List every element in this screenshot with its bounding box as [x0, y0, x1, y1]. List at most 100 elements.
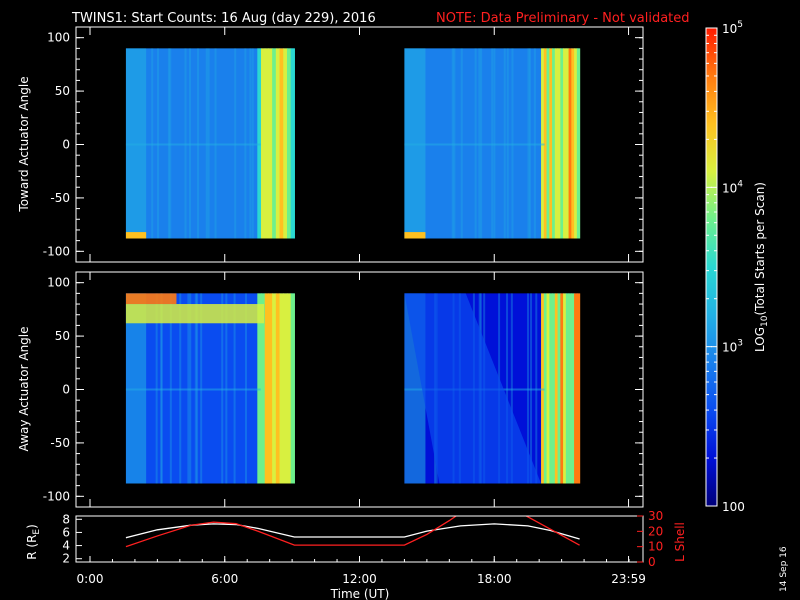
colorbar-tick-label: 103 [722, 339, 743, 355]
heatmap-streak [187, 293, 190, 484]
orbit-frame [75, 515, 644, 563]
heatmap-streak [160, 293, 163, 484]
heatmap-streak [530, 293, 533, 484]
heatmap-hot-column [546, 48, 550, 239]
heatmap-hot-column [571, 48, 575, 239]
y-tick-label: 50 [55, 84, 70, 98]
heatmap-hot-column [275, 293, 281, 484]
heatmap-hot-column [257, 293, 262, 484]
heatmap-hot-column [549, 293, 553, 484]
heatmap-streak [169, 293, 172, 484]
heatmap-hot-column [264, 293, 270, 484]
orbit-radius-line [125, 523, 580, 540]
heatmap-streak [151, 48, 154, 239]
heatmap-streak [194, 293, 197, 484]
y-tick-label: 100 [47, 276, 70, 290]
heatmap-hot-column [563, 48, 567, 239]
colorbar-gradient [705, 27, 718, 507]
time-tick-label: 12:00 [342, 572, 377, 586]
colorbar: 105 104 103 100 LOG10(Total Starts per Scan… [705, 20, 770, 514]
heatmap-hot-column [543, 293, 548, 484]
heatmap-hot-column [286, 48, 292, 239]
heatmap-streak [528, 48, 531, 239]
figure-title: TWINS1: Start Counts: 16 Aug (day 229), … [71, 11, 376, 26]
time-axis-label: Time (UT) [330, 587, 390, 600]
heatmap-hot-column [552, 48, 556, 239]
colorbar-label: LOG10(Total Starts per Scan) [753, 182, 770, 352]
orbit-right-ylabel: L Shell [673, 522, 687, 562]
heatmap-streak [474, 48, 477, 239]
heatmap-streak [205, 48, 208, 239]
heatmap-streak [453, 48, 456, 239]
heatmap-streak [251, 48, 254, 239]
heatmap-hot-column [290, 293, 295, 484]
heatmap-dawn-edge [404, 48, 426, 239]
away-ylabel: Away Actuator Angle [17, 326, 31, 451]
heatmap-streak [200, 293, 203, 484]
heatmap-streak [184, 48, 187, 239]
l-shell-line [125, 516, 580, 548]
preliminary-note: NOTE: Data Preliminary - Not validated [436, 11, 690, 26]
heatmap-streak [460, 48, 463, 239]
orbit-left-tick-label: 6 [62, 525, 70, 539]
heatmap-hot-column [576, 293, 581, 484]
heatmap-hot-column [290, 48, 295, 239]
heatmap-hot-column [546, 293, 550, 484]
heatmap-streak [503, 48, 506, 239]
heatmap-streak [511, 48, 514, 239]
orbit-left-tick-label: 4 [62, 539, 70, 553]
heatmap-hot-column [554, 293, 559, 484]
heatmap-hot-column [568, 293, 572, 484]
toward-ylabel: Toward Actuator Angle [17, 76, 31, 212]
heatmap-hot-column [557, 293, 561, 484]
heatmap-hot-column [275, 48, 281, 239]
heatmap-hot-column [541, 48, 545, 239]
heatmap-streak [169, 48, 172, 239]
heatmap-streak [451, 48, 454, 239]
heatmap-streak [249, 48, 252, 239]
heatmap-hot-column [268, 48, 273, 239]
heatmap-hot-column [268, 293, 273, 484]
y-tick-label: -50 [50, 191, 70, 205]
heatmap-streak [214, 48, 217, 239]
y-tick-label: 0 [62, 383, 70, 397]
heatmap-hot-column [576, 48, 581, 239]
heatmap-hot-column [261, 293, 266, 484]
heatmap-hot-column [272, 48, 277, 239]
orbit-left-tick-label: 2 [62, 552, 70, 566]
heatmap-top-band [125, 304, 265, 324]
heatmap-bottom-strip [125, 232, 147, 239]
orbit-right-tick-label: 30 [648, 509, 663, 523]
heatmap-hot-column [543, 48, 548, 239]
away-panel: Away Actuator Angle 100 50 0 -50 -100 [17, 271, 644, 508]
heatmap-hot-column [272, 293, 277, 484]
y-tick-label: -100 [43, 244, 70, 258]
footer-date: 14 Sep 16 [779, 546, 789, 592]
orbit-right-tick-label: 20 [648, 524, 663, 538]
heatmap-streak [233, 293, 236, 484]
heatmap-top-band-core [125, 293, 177, 305]
heatmap-dawn-edge [125, 48, 147, 239]
heatmap-streak [179, 293, 182, 484]
heatmap-streak [189, 293, 192, 484]
heatmap-hot-column [560, 293, 564, 484]
colorbar-tick-label: 105 [722, 20, 743, 36]
heatmap-streak [510, 293, 513, 484]
heatmap-hot-column [283, 293, 288, 484]
heatmap-hot-column [264, 48, 270, 239]
colorbar-tick-label: 104 [722, 179, 743, 195]
heatmap-streak [244, 48, 247, 239]
heatmap-hot-column [574, 293, 578, 484]
heatmap-streak [160, 293, 163, 484]
heatmap-streak [478, 48, 481, 239]
heatmap-streak [234, 48, 237, 239]
heatmap-hot-column [257, 48, 262, 239]
y-tick-label: 0 [62, 138, 70, 152]
time-tick-label: 0:00 [77, 572, 104, 586]
time-tick-label: 6:00 [211, 572, 238, 586]
heatmap-hot-column [571, 293, 575, 484]
heatmap-streak [506, 293, 509, 484]
heatmap-hot-column [286, 293, 292, 484]
heatmap-hot-column [552, 293, 556, 484]
